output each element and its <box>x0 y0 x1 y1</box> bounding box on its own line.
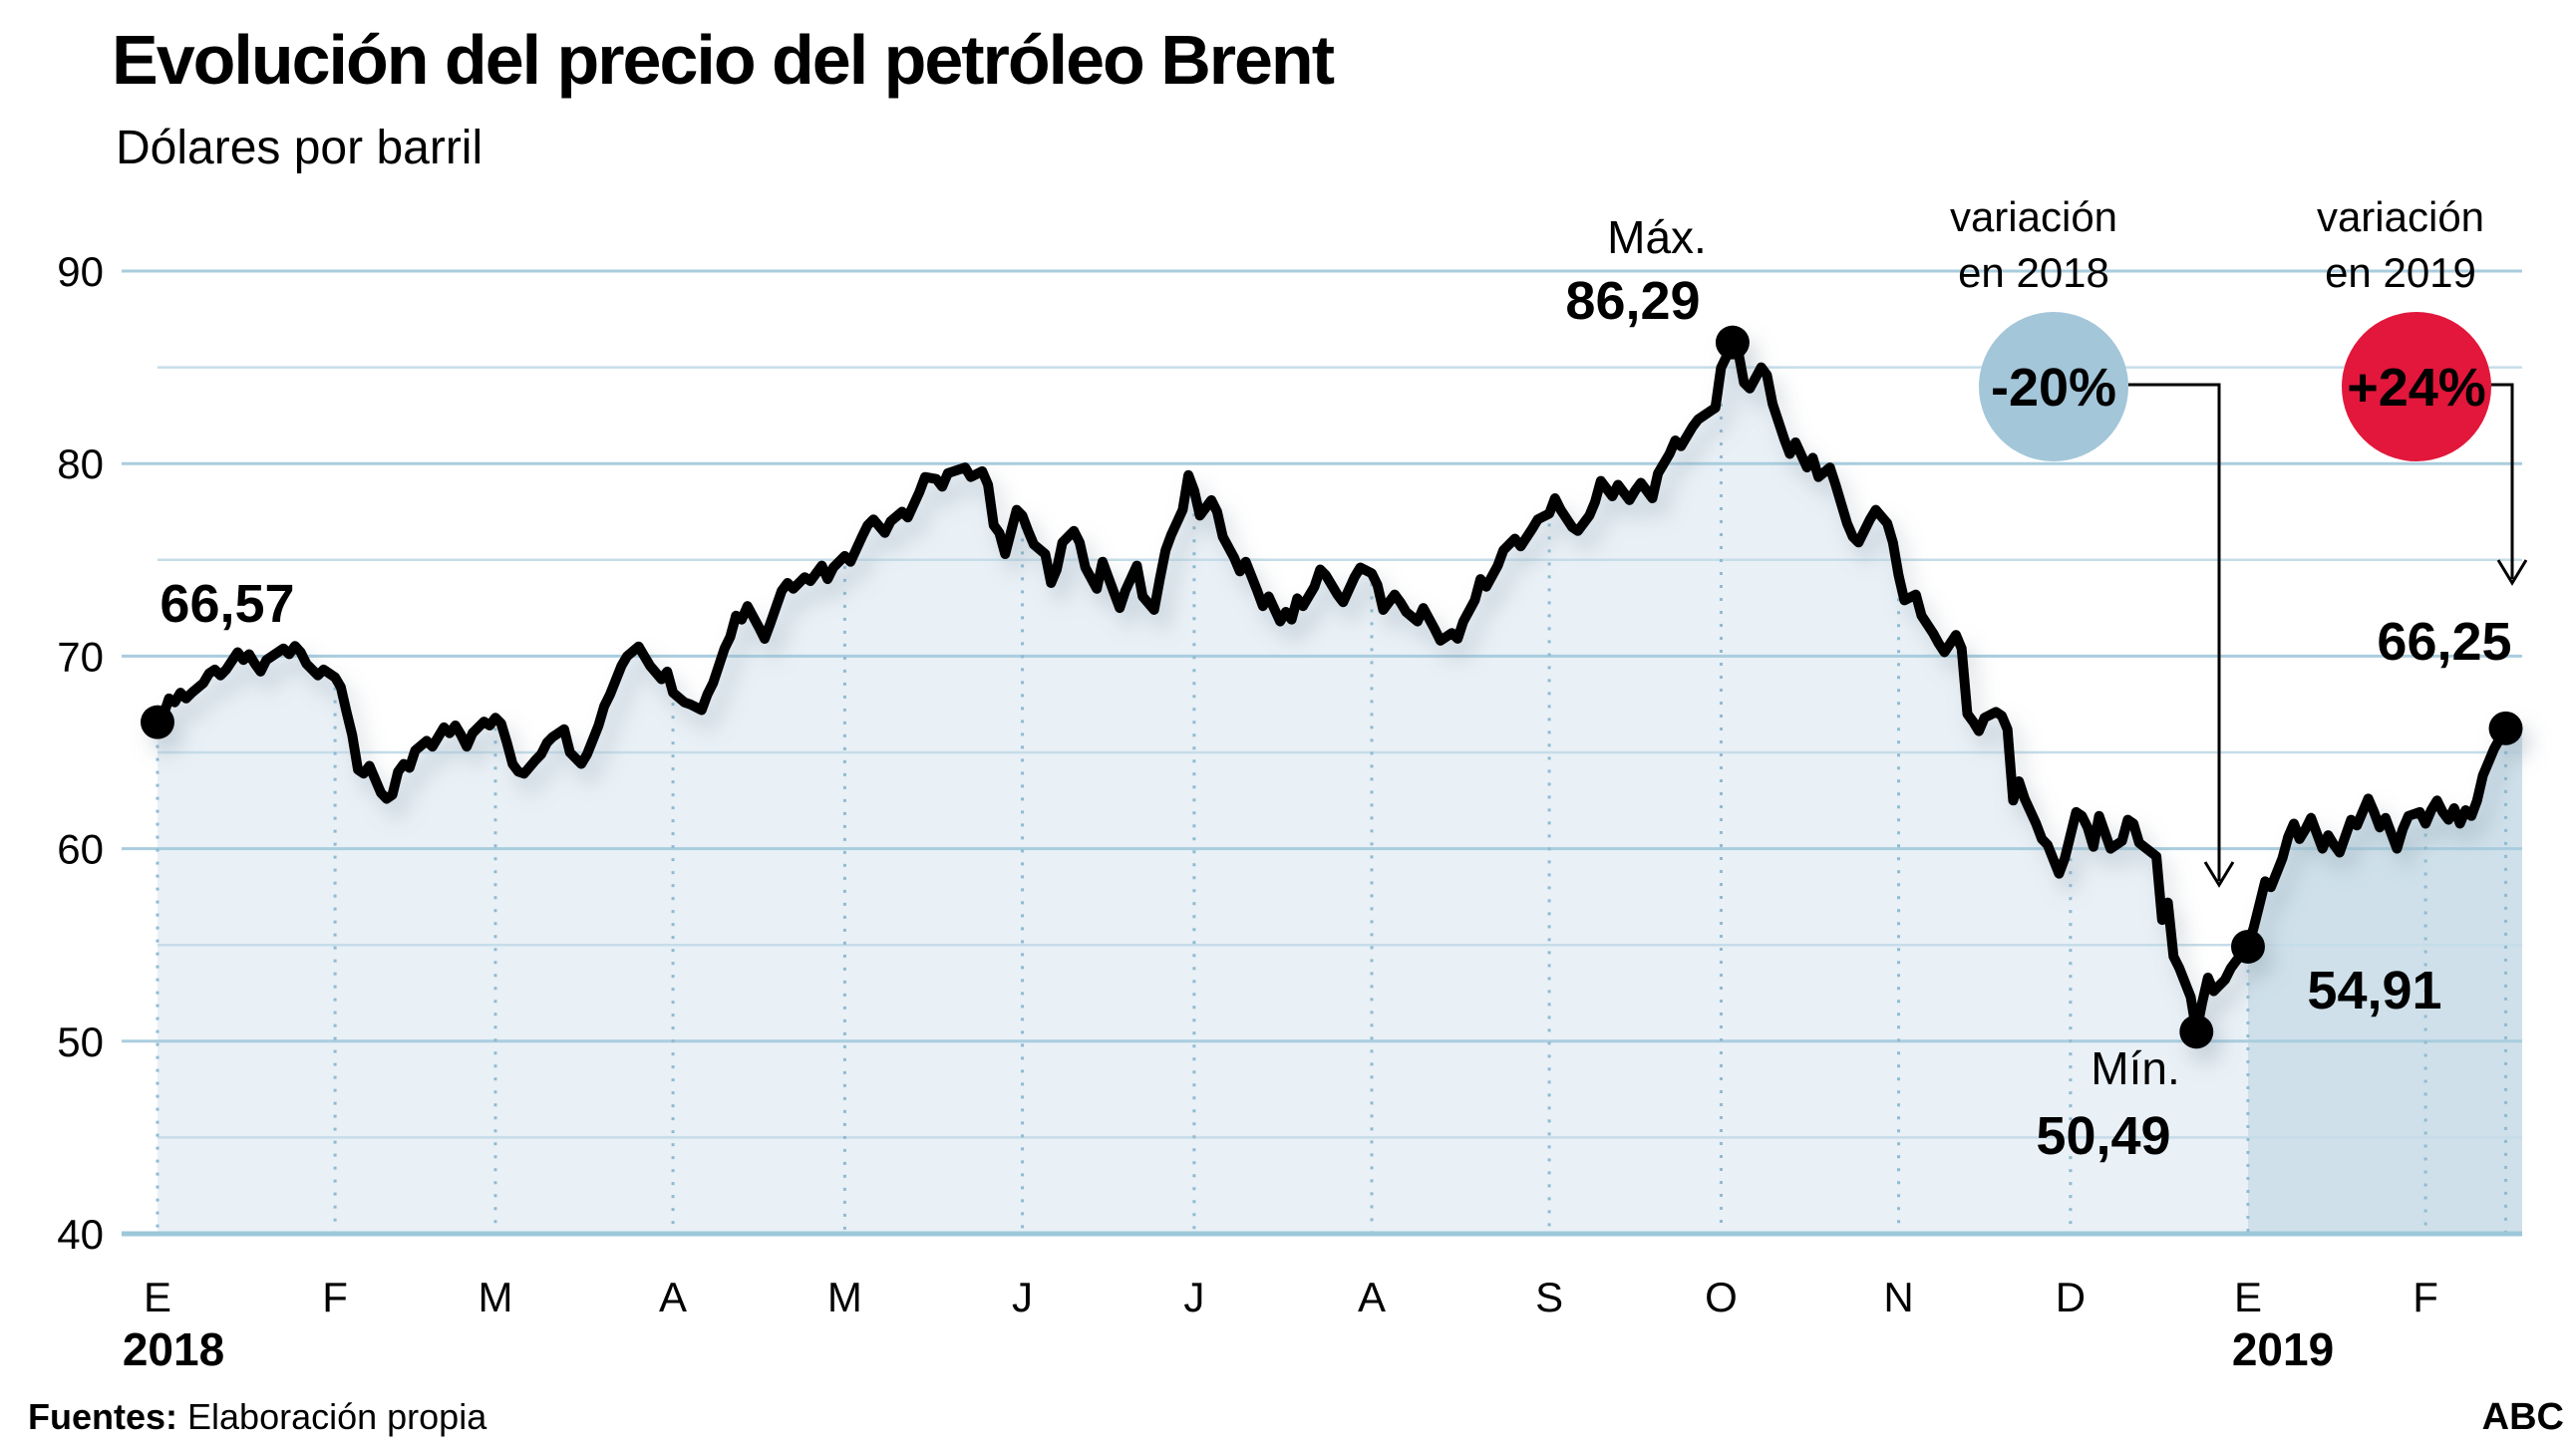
variation-2019-callout: variación en 2019 +24% <box>2317 193 2528 586</box>
y-axis-tick-label: 70 <box>57 633 104 680</box>
y-axis-tick-label: 80 <box>57 440 104 487</box>
data-point-marker <box>2231 929 2265 964</box>
year-label-2018: 2018 <box>123 1323 224 1375</box>
y-axis-labels: 40 50 60 70 80 90 <box>57 248 104 1258</box>
data-point-marker <box>2179 1015 2214 1049</box>
max-value-label: 86,29 <box>1565 271 1700 331</box>
variation-2018-callout: variación en 2018 -20% <box>1950 193 2235 888</box>
variation-2019-badge: +24% <box>2347 358 2486 418</box>
data-point-marker <box>141 705 174 739</box>
month-label: J <box>1183 1274 1204 1320</box>
data-point-marker <box>1715 325 1750 360</box>
month-label: M <box>827 1274 862 1320</box>
month-dotted-lines <box>156 377 2508 1232</box>
month-label: N <box>1883 1274 1913 1320</box>
y-axis-tick-label: 40 <box>57 1211 104 1258</box>
sources-value: Elaboración propia <box>177 1396 487 1437</box>
month-label: E <box>2234 1274 2262 1320</box>
start-value-label: 66,57 <box>160 574 294 634</box>
sources-label: Fuentes: <box>28 1396 177 1437</box>
price-line <box>141 325 2523 1049</box>
variation-2018-connector-line <box>2128 383 2221 881</box>
area-fill-2018 <box>158 342 2522 1234</box>
variation-2019-circle <box>2342 312 2491 461</box>
month-label: J <box>1012 1274 1033 1320</box>
y-axis-tick-label: 50 <box>57 1018 104 1065</box>
variation-2018-caption-line1: variación <box>1950 193 2117 240</box>
variation-2019-arrowhead-icon <box>2496 559 2528 586</box>
month-label: F <box>322 1274 348 1320</box>
end-value-label: 66,25 <box>2377 612 2511 672</box>
year-end-value-label: 54,91 <box>2307 961 2441 1020</box>
page-subtitle: Dólares por barril <box>116 122 483 174</box>
y-axis-tick-label: 90 <box>57 248 104 295</box>
month-label: E <box>144 1274 171 1320</box>
area-fill-2019 <box>2248 727 2522 1234</box>
gridlines <box>122 269 2522 1237</box>
min-value-label: 50,49 <box>2036 1106 2170 1166</box>
brand-logo: ABC <box>2482 1396 2564 1438</box>
variation-2019-caption-line2: en 2019 <box>2325 249 2476 296</box>
page-title: Evolución del precio del petróleo Brent <box>112 21 1335 99</box>
max-title: Máx. <box>1607 211 1707 263</box>
variation-2018-badge: -20% <box>1991 358 2116 418</box>
month-label: O <box>1705 1274 1738 1320</box>
min-title: Mín. <box>2091 1042 2179 1094</box>
sources-line: Fuentes: Elaboración propia <box>28 1396 487 1437</box>
variation-2018-arrowhead-icon <box>2203 861 2235 888</box>
area-fills <box>158 342 2522 1234</box>
price-line-path <box>153 337 2511 1037</box>
variation-2018-circle <box>1979 312 2128 461</box>
year-label-2019: 2019 <box>2232 1323 2334 1375</box>
month-label: F <box>2413 1274 2438 1320</box>
month-label: S <box>1535 1274 1563 1320</box>
month-label: D <box>2056 1274 2086 1320</box>
month-label: M <box>478 1274 512 1320</box>
month-label: A <box>1358 1274 1386 1320</box>
month-label: A <box>659 1274 687 1320</box>
variation-2019-connector-line <box>2491 383 2514 579</box>
data-point-marker <box>2488 711 2523 745</box>
variation-2018-caption-line2: en 2018 <box>1958 249 2109 296</box>
y-axis-tick-label: 60 <box>57 826 104 873</box>
variation-2019-caption-line1: variación <box>2317 193 2484 240</box>
